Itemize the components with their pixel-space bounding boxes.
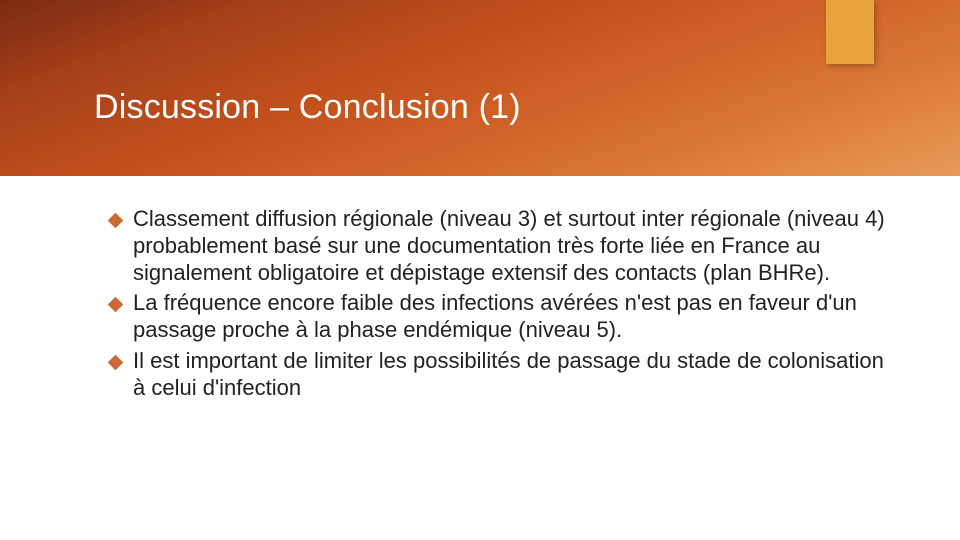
- slide: { "header": { "title": "Discussion – Con…: [0, 0, 960, 540]
- accent-tab: [826, 0, 874, 64]
- slide-title: Discussion – Conclusion (1): [94, 88, 521, 127]
- bullet-item: Il est important de limiter les possibil…: [110, 348, 890, 402]
- bullet-item: La fréquence encore faible des infection…: [110, 290, 890, 344]
- bullet-marker-icon: [108, 213, 124, 229]
- bullet-text: La fréquence encore faible des infection…: [133, 290, 890, 344]
- header-band: Discussion – Conclusion (1): [0, 0, 960, 176]
- slide-body: Classement diffusion régionale (niveau 3…: [110, 206, 890, 406]
- bullet-marker-icon: [108, 355, 124, 371]
- bullet-text: Classement diffusion régionale (niveau 3…: [133, 206, 890, 286]
- bullet-marker-icon: [108, 297, 124, 313]
- bullet-item: Classement diffusion régionale (niveau 3…: [110, 206, 890, 286]
- bullet-text: Il est important de limiter les possibil…: [133, 348, 890, 402]
